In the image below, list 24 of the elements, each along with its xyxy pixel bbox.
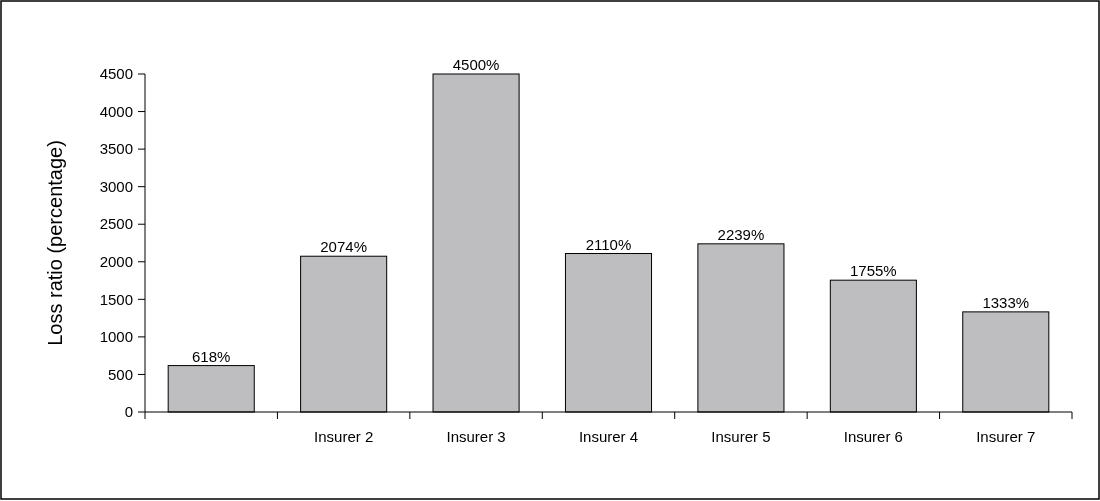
- x-tick-label: Insurer 7: [976, 428, 1036, 445]
- y-tick-label: 1000: [99, 328, 133, 346]
- y-tick-label: 0: [124, 403, 133, 421]
- x-tick-label: Insurer 3: [446, 428, 506, 445]
- data-label: 2074%: [320, 238, 367, 256]
- y-tick-label: 4000: [99, 102, 133, 120]
- y-axis-title: Loss ratio (percentage): [44, 140, 66, 346]
- y-tick-label: 4500: [99, 65, 133, 83]
- y-tick-label: 3000: [99, 177, 133, 195]
- y-tick-label: 500: [107, 365, 133, 383]
- data-label: 618%: [192, 347, 231, 365]
- data-label: 1333%: [982, 293, 1030, 311]
- x-tick-label: Insurer 2: [314, 428, 374, 445]
- x-tick-label: Insurer 6: [843, 428, 903, 445]
- x-tick-label: Insurer 4: [578, 428, 639, 445]
- data-label: 4500%: [452, 56, 500, 73]
- x-tick-label: Insurer 5: [711, 428, 771, 445]
- y-tick-label: 3500: [99, 140, 133, 158]
- data-label: 2110%: [585, 235, 632, 253]
- y-tick-label: 1500: [99, 290, 133, 308]
- y-tick-label: 2500: [99, 215, 133, 233]
- data-label: 1755%: [850, 262, 897, 280]
- data-label: 2239%: [717, 225, 765, 243]
- y-tick-label: 2000: [99, 253, 133, 271]
